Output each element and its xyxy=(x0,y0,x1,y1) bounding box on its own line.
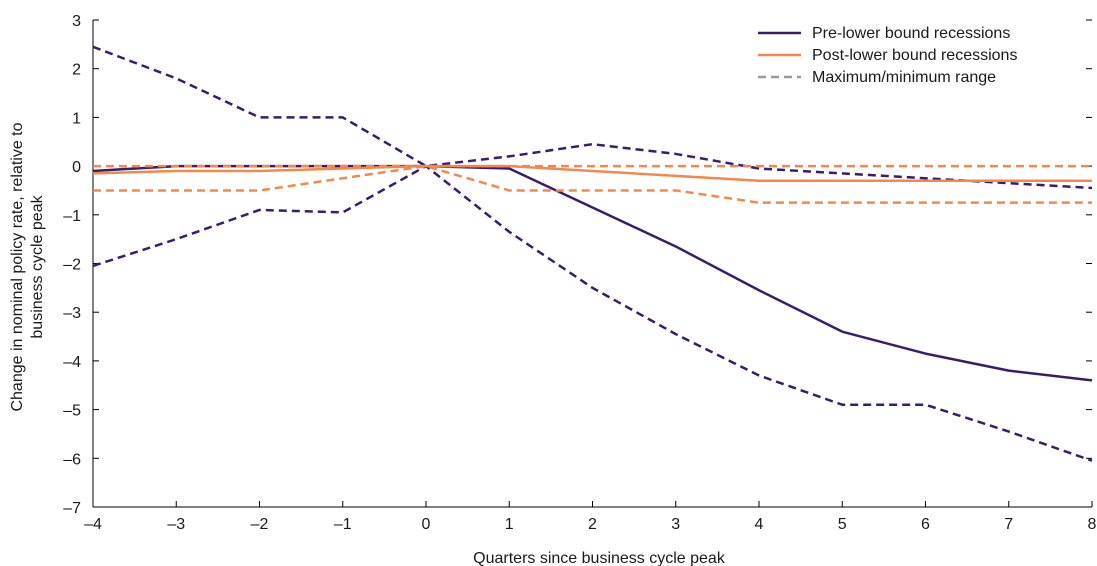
y-tick-label: 3 xyxy=(72,13,81,30)
y-tick-label: –1 xyxy=(63,208,81,225)
y-tick-label: 0 xyxy=(72,159,81,176)
y-tick-label: 1 xyxy=(72,110,81,127)
x-tick-label: 1 xyxy=(505,516,514,533)
x-tick-label: 5 xyxy=(838,516,847,533)
x-tick-label: 2 xyxy=(588,516,597,533)
x-axis-label: Quarters since business cycle peak xyxy=(473,550,726,566)
y-tick-label: 2 xyxy=(72,62,81,79)
x-tick-label: –4 xyxy=(84,516,102,533)
y-tick-label: –2 xyxy=(63,257,81,274)
x-tick-label: 4 xyxy=(755,516,764,533)
y-tick-label: –3 xyxy=(63,305,81,322)
y-tick-label: –5 xyxy=(63,403,81,420)
x-tick-label: –2 xyxy=(251,516,269,533)
x-tick-label: 6 xyxy=(921,516,930,533)
pre-lower-bound-recessions-line xyxy=(92,164,1093,382)
x-tick-label: 8 xyxy=(1088,516,1097,533)
post-lower-bound-recessions-line xyxy=(92,164,1092,182)
y-axis-label-line-1: Change in nominal policy rate, relative … xyxy=(9,122,26,411)
x-tick-label: 7 xyxy=(1004,516,1013,533)
series-layer xyxy=(92,45,1093,462)
range-bound-5-line xyxy=(93,164,1092,204)
range-bound-2-line xyxy=(92,164,1093,462)
range-bound-1-line xyxy=(92,45,1093,190)
x-tick-label: 0 xyxy=(422,516,431,533)
y-axis-label-line-2: business cycle peak xyxy=(29,194,46,338)
legend-label: Maximum/minimum range xyxy=(812,69,996,86)
y-tick-label: –4 xyxy=(63,354,81,371)
x-tick-label: –3 xyxy=(167,516,185,533)
y-tick-label: –7 xyxy=(63,500,81,517)
legend-label: Post-lower bound recessions xyxy=(812,47,1017,64)
y-tick-label: –6 xyxy=(63,451,81,468)
y-axis-label: Change in nominal policy rate, relative … xyxy=(9,122,46,411)
legend-label: Pre-lower bound recessions xyxy=(812,25,1010,42)
x-tick-label: –1 xyxy=(334,516,352,533)
legend: Pre-lower bound recessions Post-lower bou… xyxy=(758,25,1017,86)
x-tick-label: 3 xyxy=(671,516,680,533)
